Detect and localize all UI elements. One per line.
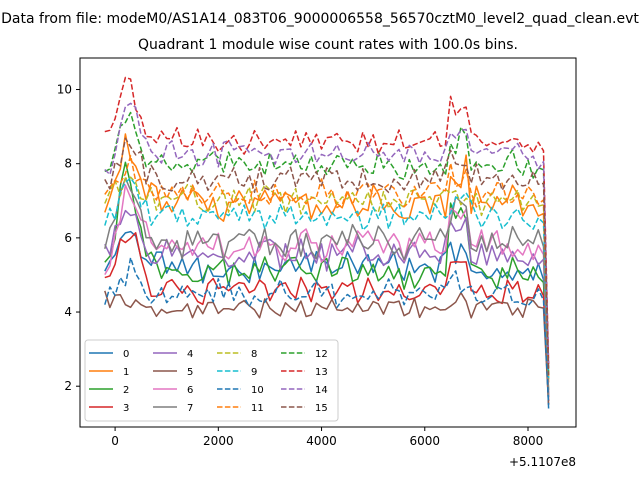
legend-label-5: 5 xyxy=(187,367,193,378)
series-line-10 xyxy=(104,256,550,405)
series-line-3 xyxy=(104,232,550,402)
legend-label-10: 10 xyxy=(251,385,264,396)
legend-label-7: 7 xyxy=(187,403,193,414)
x-tick-label: 6000 xyxy=(410,434,441,448)
legend-label-13: 13 xyxy=(315,367,328,378)
series-line-7 xyxy=(104,177,550,398)
y-tick-label: 8 xyxy=(64,157,72,171)
x-tick-label: 0 xyxy=(111,434,119,448)
series-line-9 xyxy=(104,177,550,379)
legend-label-3: 3 xyxy=(123,403,129,414)
legend-label-14: 14 xyxy=(315,385,328,396)
plot-frame xyxy=(79,57,577,428)
chart-title: Quadrant 1 module wise count rates with … xyxy=(138,37,518,53)
x-axis: 0 2000 4000 6000 8000 xyxy=(111,427,543,448)
y-tick-label: 10 xyxy=(57,83,72,97)
series-line-0 xyxy=(104,230,550,409)
legend-label-4: 4 xyxy=(187,349,193,360)
series-line-11 xyxy=(104,154,550,379)
x-tick-label: 8000 xyxy=(513,434,544,448)
series-line-5 xyxy=(104,290,550,405)
series-line-14 xyxy=(104,102,550,368)
legend-label-2: 2 xyxy=(123,385,129,396)
legend-label-11: 11 xyxy=(251,403,264,414)
y-tick-label: 4 xyxy=(64,305,72,319)
legend-label-9: 9 xyxy=(251,367,257,378)
legend-label-1: 1 xyxy=(123,367,129,378)
series-line-8 xyxy=(104,176,550,376)
series-line-15 xyxy=(104,137,550,376)
series-line-2 xyxy=(104,161,550,390)
y-axis: 2 4 6 8 10 xyxy=(57,83,80,393)
legend-label-0: 0 xyxy=(123,349,129,360)
legend-label-8: 8 xyxy=(251,349,257,360)
series-layer xyxy=(104,76,550,409)
legend-label-6: 6 xyxy=(187,385,193,396)
series-line-13 xyxy=(104,76,550,365)
figure-suptitle: Data from file: modeM0/AS1A14_083T06_900… xyxy=(1,11,639,27)
legend-label-12: 12 xyxy=(315,349,328,360)
legend-label-15: 15 xyxy=(315,403,328,414)
y-tick-label: 2 xyxy=(64,379,72,393)
legend-frame xyxy=(84,339,339,422)
x-offset-text: +5.1107e8 xyxy=(509,455,576,469)
series-line-4 xyxy=(104,209,550,398)
x-tick-label: 2000 xyxy=(203,434,234,448)
y-tick-label: 6 xyxy=(64,231,72,245)
x-tick-label: 4000 xyxy=(306,434,337,448)
series-line-12 xyxy=(104,111,550,372)
